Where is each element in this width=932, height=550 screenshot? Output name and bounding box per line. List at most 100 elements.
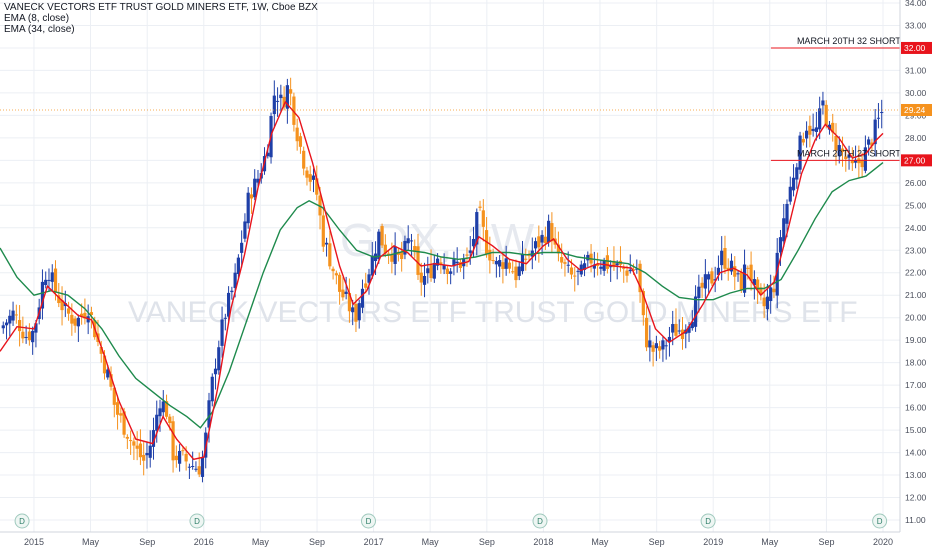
candle: [324, 237, 329, 257]
candle-body: [429, 265, 433, 279]
candle: [644, 306, 649, 352]
candle: [805, 121, 809, 148]
candle-body: [824, 104, 828, 126]
candle-body: [729, 260, 734, 272]
candle-body: [119, 413, 123, 416]
candle-body: [210, 376, 214, 402]
candle: [403, 235, 407, 260]
candle: [648, 325, 652, 362]
dividend-marker[interactable]: D: [14, 513, 30, 529]
time-axis[interactable]: 2015 May Sep 2016 May Sep 2017 May Sep 2018 May Sep…: [0, 531, 932, 550]
indicator-ema-slow[interactable]: EMA (34, close): [4, 24, 75, 35]
dividend-marker-label: D: [537, 517, 543, 526]
candle-body: [50, 272, 54, 282]
time-tick-label: 2016: [194, 537, 214, 547]
candle: [504, 245, 508, 276]
candle: [24, 325, 28, 344]
candle-body: [739, 272, 743, 290]
candle: [76, 314, 80, 342]
candle: [635, 259, 639, 274]
dividend-marker[interactable]: D: [872, 513, 888, 529]
dividend-marker[interactable]: D: [189, 513, 205, 529]
price-tick-label: 14.00: [905, 448, 927, 458]
candle-body: [377, 231, 381, 260]
candle-body: [507, 262, 512, 269]
time-tick-label: 2020: [873, 537, 893, 547]
indicator-ema-fast[interactable]: EMA (8, close): [4, 13, 70, 24]
candle-body: [223, 317, 227, 319]
candle: [880, 99, 884, 129]
candle: [89, 306, 94, 329]
candle-body: [331, 268, 335, 272]
candle: [249, 187, 254, 214]
candle: [831, 113, 835, 142]
candle: [112, 385, 116, 418]
candle-body: [733, 266, 737, 277]
candle-body: [697, 286, 701, 298]
candle-body: [471, 238, 476, 247]
candle-body: [439, 262, 443, 265]
candle: [511, 261, 515, 274]
candle: [223, 313, 227, 331]
candle-body: [289, 89, 293, 94]
candle-body: [311, 175, 316, 180]
candle: [142, 442, 146, 476]
candle: [31, 326, 35, 355]
candle-body: [837, 145, 841, 157]
dividend-marker-label: D: [366, 517, 372, 526]
candle: [471, 226, 476, 259]
time-tick-label: May: [422, 537, 440, 547]
candle: [334, 270, 338, 285]
candle-body: [703, 274, 707, 289]
price-tick-label: 11.00: [905, 515, 926, 525]
candle-body: [109, 374, 113, 387]
candle: [573, 266, 577, 292]
candle-body: [80, 313, 84, 317]
candle-body: [1, 325, 5, 329]
dividend-marker[interactable]: D: [360, 513, 376, 529]
level-price-tag-bg: [901, 154, 932, 167]
candle-body: [814, 127, 819, 132]
candle-body: [275, 100, 280, 102]
candle-body: [579, 264, 583, 275]
price-axis[interactable]: 11.00 12.00 13.00 14.00 15.00 16.00 17.00 18.00…: [899, 0, 932, 550]
candle: [769, 274, 773, 314]
dividend-marker[interactable]: D: [532, 513, 548, 529]
candle: [338, 272, 342, 305]
candle: [814, 111, 819, 141]
candle: [524, 248, 528, 271]
candle-body: [132, 441, 136, 446]
candle-body: [651, 345, 655, 352]
candle: [507, 258, 512, 274]
candle: [347, 278, 352, 323]
candle: [178, 444, 182, 472]
candle: [791, 164, 796, 197]
candle-body: [524, 258, 528, 260]
time-tick-label: Sep: [139, 537, 155, 547]
candle-body: [115, 402, 120, 415]
candle-body: [778, 237, 783, 253]
chart-title: VANECK VECTORS ETF TRUST GOLD MINERS ETF…: [4, 2, 318, 13]
candles: [1, 77, 884, 483]
candle: [311, 168, 316, 193]
candle-body: [83, 312, 87, 319]
candle-body: [713, 279, 717, 281]
candle: [230, 286, 234, 300]
candle: [677, 319, 681, 335]
candle: [413, 239, 417, 259]
candle-body: [370, 255, 374, 276]
candle: [328, 230, 332, 270]
dividend-marker[interactable]: D: [700, 513, 716, 529]
candle: [840, 136, 845, 167]
candle-body: [798, 135, 802, 170]
candle: [243, 213, 247, 243]
candle: [811, 113, 815, 137]
candle-body: [403, 240, 407, 255]
candle: [341, 277, 345, 301]
candle-body: [831, 122, 835, 133]
candle-body: [494, 260, 498, 265]
price-tick-label: 21.00: [905, 290, 927, 300]
candle-body: [596, 263, 600, 266]
candle-body: [409, 240, 414, 242]
